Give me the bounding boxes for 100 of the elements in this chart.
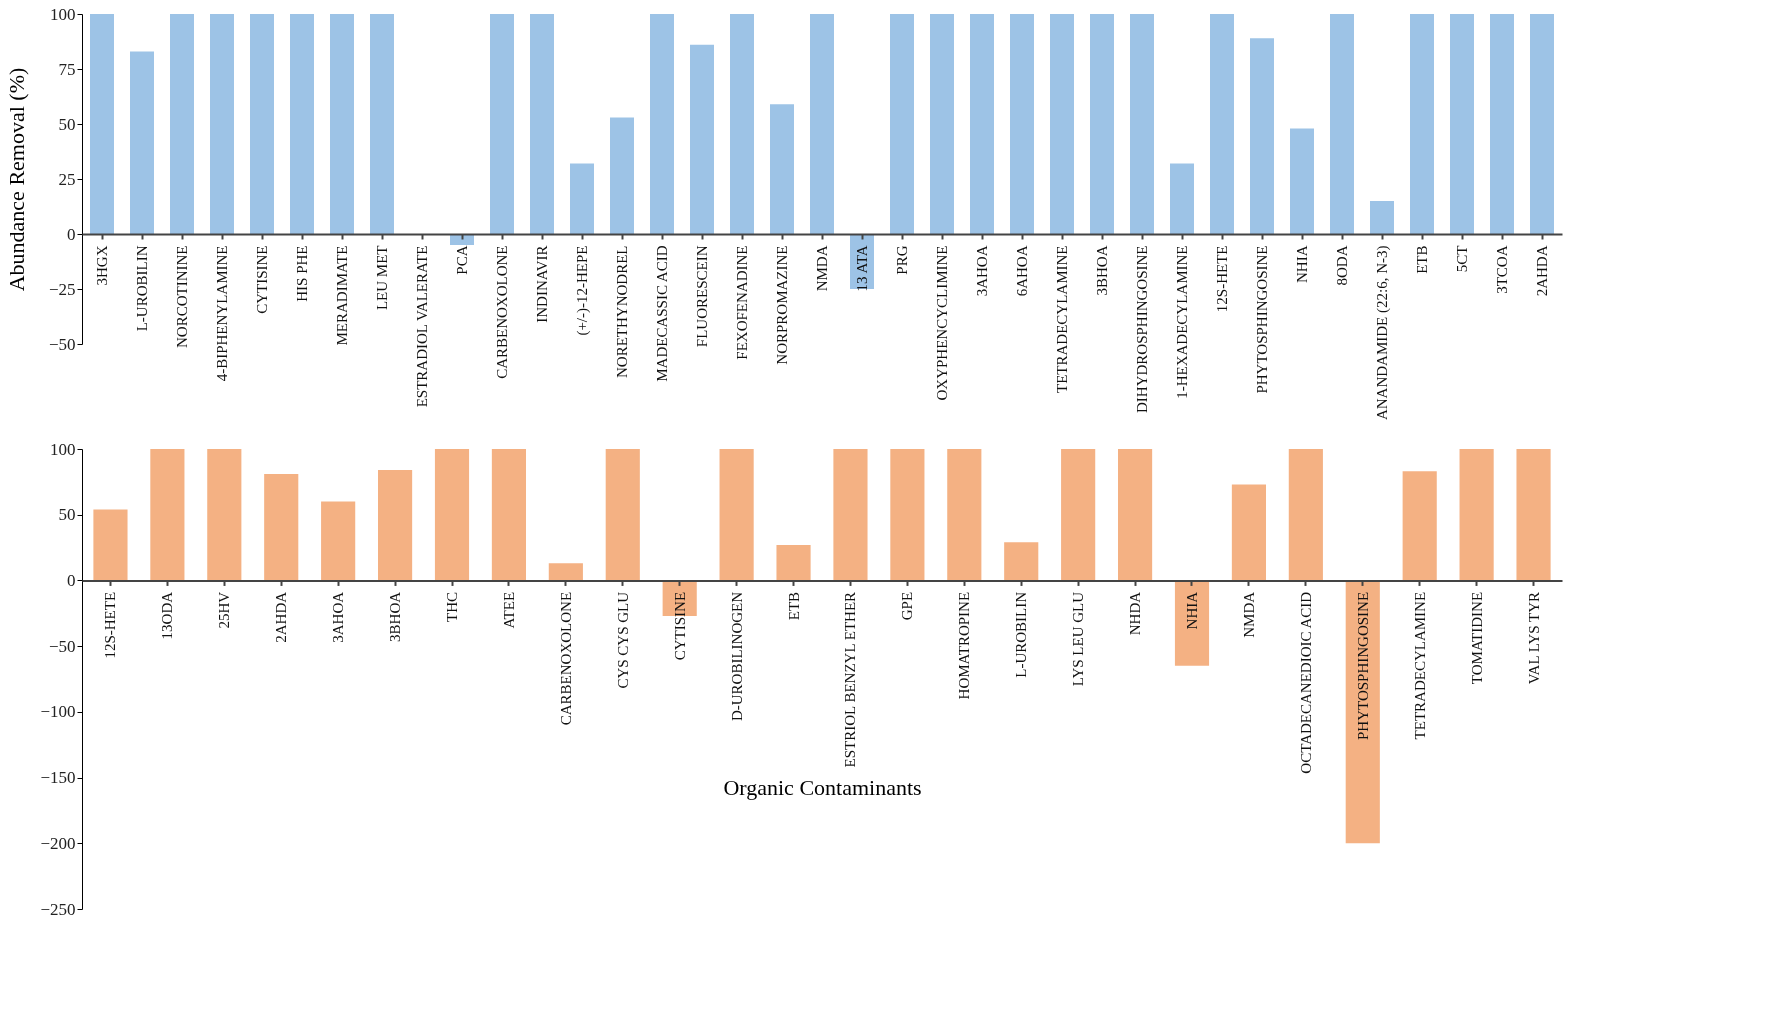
bar: [970, 14, 994, 234]
bar: [378, 470, 413, 581]
x-tick-label: NHIA: [1294, 245, 1310, 283]
y-tick-label: 50: [58, 505, 76, 525]
bar: [1410, 14, 1434, 234]
bar: [548, 563, 583, 581]
x-axis-title: Organic Contaminants: [723, 775, 922, 801]
bar: [833, 449, 868, 581]
x-tick-label: 2AHDA: [1534, 245, 1550, 297]
bar: [1450, 14, 1474, 234]
bar: [93, 509, 128, 581]
x-tick-label: 4-BIPHENYLAMINE: [214, 245, 230, 382]
x-tick-label: 3HGX: [94, 245, 110, 286]
y-tick-label: 0: [67, 224, 76, 244]
bar: [207, 449, 242, 581]
bar: [1490, 14, 1514, 234]
x-tick-label: TOMATIDINE: [1468, 591, 1485, 685]
x-tick-label: VAL LYS TYR: [1525, 591, 1542, 685]
x-tick-label: INDINAVIR: [534, 245, 550, 323]
bar: [1170, 163, 1194, 234]
bar: [730, 14, 754, 234]
bar: [1288, 449, 1323, 581]
bar: [810, 14, 834, 234]
x-tick-label: THC: [444, 591, 460, 622]
bar: [770, 104, 794, 234]
bar: [490, 14, 514, 234]
y-tick-label: 100: [50, 439, 76, 459]
y-tick-label: −100: [40, 702, 76, 722]
bar: [1174, 580, 1210, 666]
bar: [330, 14, 354, 234]
y-tick-label: −25: [48, 279, 76, 299]
x-tick-label: OXYPHENCYCLIMINE: [934, 245, 950, 401]
bar: [1050, 14, 1074, 234]
bar: [1210, 14, 1234, 234]
x-tick-label: 3BHOA: [1094, 245, 1110, 296]
bar: [1330, 14, 1354, 234]
y-tick-label: −150: [40, 768, 76, 788]
x-tick-label: DIHYDROSPHINGOSINE: [1134, 245, 1150, 414]
bar: [1130, 14, 1154, 234]
bar: [930, 14, 954, 234]
bar: [1345, 580, 1380, 844]
x-tick-label: ATEE: [500, 591, 517, 629]
bar: [491, 449, 526, 581]
y-tick-label: −50: [48, 636, 76, 656]
y-axis-title: Abundance Removal (%): [3, 67, 29, 292]
x-tick-label: HIS PHE: [294, 245, 310, 302]
x-tick-label: D-UROBILINOGEN: [728, 591, 745, 722]
x-tick-label: NORCOTININE: [174, 245, 190, 348]
bar: [570, 163, 594, 234]
x-tick-label: NMDA: [1240, 591, 1257, 638]
bar: [321, 501, 356, 581]
bar: [264, 473, 299, 581]
x-tick-label: 8ODA: [1334, 245, 1350, 286]
bar: [890, 449, 925, 581]
y-tick-label: 50: [58, 114, 76, 134]
x-tick-label: 25HV: [216, 591, 233, 629]
x-tick-label: 12S-HETE: [102, 591, 119, 659]
bar: [150, 449, 185, 581]
x-tick-label: MADECASSIC ACID: [654, 245, 670, 382]
x-tick-label: NORETHYNODREL: [614, 245, 630, 378]
bar: [170, 14, 194, 234]
bar: [1290, 128, 1314, 234]
bar: [719, 449, 754, 581]
bar: [690, 44, 714, 234]
x-tick-label: ANANDAMIDE (22:6, N-3): [1374, 245, 1391, 421]
x-tick-label: PRG: [894, 245, 910, 275]
x-tick-label: 3BHOA: [387, 591, 404, 642]
bar: [1061, 449, 1096, 581]
bar: [650, 14, 674, 234]
bar: [1010, 14, 1034, 234]
bar: [1530, 14, 1554, 234]
x-tick-label: FEXOFENADINE: [734, 245, 750, 360]
x-tick-label: CYS CYS GLU: [614, 591, 631, 689]
x-tick-label: GPE: [899, 591, 916, 621]
x-tick-label: CARBENOXOLONE: [557, 591, 574, 726]
x-tick-label: 3TCOA: [1494, 245, 1510, 294]
x-tick-label: PCA: [454, 245, 470, 275]
bar: [1118, 449, 1153, 581]
x-tick-label: ETB: [785, 591, 802, 621]
bar: [1231, 484, 1266, 581]
x-tick-label: 12S-HETE: [1214, 245, 1230, 313]
x-tick-label: ESTRIOL BENZYL ETHER: [842, 591, 859, 768]
x-tick-label: ETB: [1414, 245, 1430, 274]
x-tick-label: 5CT: [1454, 245, 1470, 273]
y-tick-label: 0: [67, 570, 76, 590]
bar: [530, 14, 554, 234]
x-tick-label: NORPROMAZINE: [774, 245, 790, 365]
x-tick-label: 6AHOA: [1014, 245, 1030, 297]
bar: [250, 14, 274, 234]
bar: [290, 14, 314, 234]
x-tick-label: NMDA: [814, 245, 830, 292]
x-tick-label: PHYTOSPHINGOSINE: [1254, 245, 1270, 394]
x-tick-label: 3AHOA: [330, 591, 347, 643]
bar: [947, 449, 982, 581]
x-tick-label: MERADIMATE: [334, 245, 350, 346]
x-tick-label: LEU MET: [374, 245, 390, 311]
x-tick-label: (+/-)-12-HEPE: [574, 245, 591, 336]
x-tick-label: 3AHOA: [974, 245, 990, 297]
y-tick-label: −200: [40, 833, 76, 853]
bar: [1370, 201, 1394, 234]
